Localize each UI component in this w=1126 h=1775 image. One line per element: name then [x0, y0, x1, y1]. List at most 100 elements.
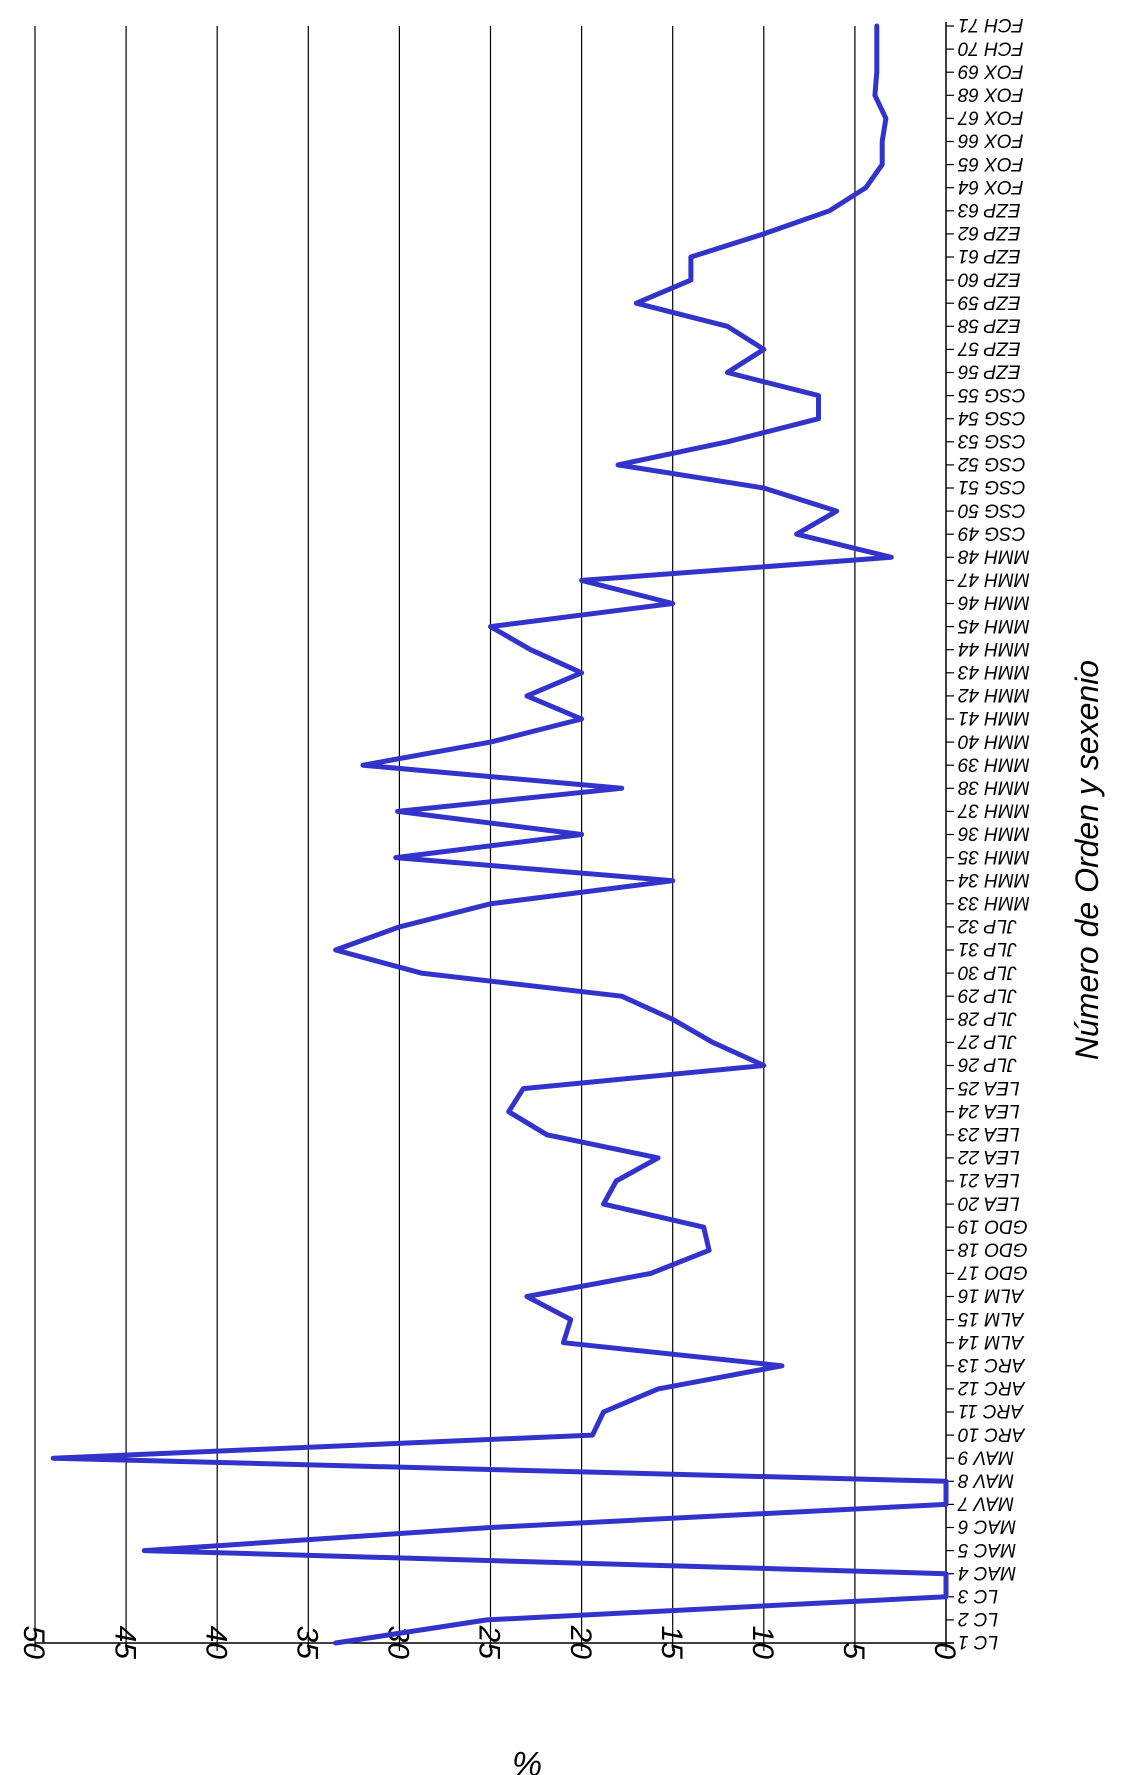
data-point	[580, 833, 584, 836]
data-point	[561, 1341, 565, 1345]
data-point	[51, 1456, 55, 1460]
data-point	[864, 186, 868, 190]
category-label: JLP 27	[957, 1031, 1018, 1052]
data-point	[656, 1387, 660, 1391]
category-label: MAV 9	[958, 1446, 1014, 1467]
data-point	[689, 278, 693, 282]
data-point	[529, 648, 533, 652]
category-label: ARC 11	[958, 1400, 1024, 1421]
gridlines	[34, 26, 856, 1643]
data-point	[601, 1202, 605, 1206]
data-point	[762, 232, 766, 236]
value-label: 20	[564, 1625, 597, 1660]
category-label: FOX 67	[957, 107, 1024, 128]
data-point	[614, 1179, 618, 1183]
category-label: MMH 40	[958, 730, 1030, 751]
category-label: ARC 12	[958, 1377, 1026, 1398]
category-label: CSG 52	[958, 453, 1026, 474]
category-label: MMH 34	[958, 869, 1030, 890]
data-point	[525, 694, 529, 698]
category-label: FOX 64	[958, 176, 1023, 197]
category-label: MAC 6	[958, 1516, 1017, 1537]
y-axis-title: %	[513, 1744, 543, 1775]
data-point	[762, 486, 766, 490]
value-label: 35	[291, 1626, 324, 1660]
category-label: JLP 26	[958, 1054, 1018, 1075]
value-label: 25	[473, 1625, 506, 1660]
category-label: MMH 43	[958, 661, 1030, 682]
value-label: 45	[108, 1626, 141, 1660]
category-label: ALM 15	[958, 1308, 1025, 1329]
category-label: EZP 60	[958, 268, 1021, 289]
data-point	[816, 417, 820, 421]
data-point	[591, 1433, 595, 1437]
category-label: MMH 38	[958, 776, 1030, 797]
data-point	[419, 971, 423, 975]
category-label: GDO 17	[957, 1262, 1028, 1283]
category-label: MAV 8	[958, 1469, 1014, 1490]
data-point	[795, 532, 799, 536]
category-label: MMH 36	[958, 823, 1030, 844]
data-point	[725, 324, 729, 328]
category-label: CSG 51	[958, 476, 1026, 497]
data-point	[827, 209, 831, 213]
data-point	[545, 1133, 549, 1137]
category-label: MMH 37	[957, 800, 1030, 821]
category-label: ARC 10	[958, 1423, 1026, 1444]
data-point	[489, 1526, 492, 1529]
data-point	[880, 140, 884, 143]
category-label: FOX 66	[958, 130, 1024, 151]
category-label: MMH 41	[958, 707, 1030, 728]
data-point	[944, 1479, 948, 1483]
data-point	[521, 1087, 525, 1091]
category-label: LC 2	[958, 1608, 999, 1629]
data-point	[875, 47, 879, 51]
data-point	[816, 394, 820, 398]
category-label: ARC 13	[958, 1354, 1026, 1375]
category-label: FOX 65	[958, 153, 1024, 174]
category-label: JLP 30	[958, 961, 1018, 982]
data-point	[875, 24, 879, 28]
data-point	[489, 902, 492, 906]
data-point	[361, 763, 365, 767]
data-point	[397, 925, 401, 929]
data-point	[671, 602, 675, 605]
value-label: 10	[746, 1626, 779, 1660]
category-label: EZP 61	[958, 245, 1021, 266]
data-point	[580, 578, 584, 582]
category-label: FOX 69	[958, 60, 1024, 81]
category-label: LC 3	[958, 1585, 999, 1606]
data-point	[634, 301, 638, 305]
data-point	[489, 625, 492, 629]
data-point	[884, 116, 888, 120]
data-point	[616, 463, 620, 467]
category-label: FCH 70	[958, 37, 1024, 58]
category-label: MMH 39	[958, 753, 1030, 774]
data-series	[50, 23, 949, 1646]
category-label: MAV 7	[957, 1493, 1014, 1514]
data-point	[334, 948, 338, 952]
category-label: MMH 33	[958, 892, 1030, 913]
data-point	[620, 994, 624, 998]
data-point	[656, 1156, 660, 1160]
value-label: 40	[199, 1626, 232, 1660]
category-label: JLP 29	[958, 984, 1018, 1005]
value-label: 50	[17, 1626, 50, 1660]
data-point	[580, 671, 584, 675]
data-point	[334, 1641, 338, 1645]
category-label: MMH 46	[958, 592, 1030, 613]
category-label: GDO 18	[958, 1238, 1028, 1259]
category-label: LC 1	[958, 1631, 998, 1652]
category-label: MAC 4	[958, 1562, 1016, 1583]
category-label: MMH 44	[958, 638, 1030, 659]
category-label: LEA 20	[958, 1192, 1020, 1213]
data-point	[711, 1040, 715, 1044]
data-point	[762, 1064, 766, 1067]
data-point	[880, 163, 884, 167]
data-point	[873, 93, 877, 97]
x-axis-title: Número de Orden y sexenio	[1069, 660, 1105, 1060]
category-label: EZP 63	[958, 199, 1021, 220]
